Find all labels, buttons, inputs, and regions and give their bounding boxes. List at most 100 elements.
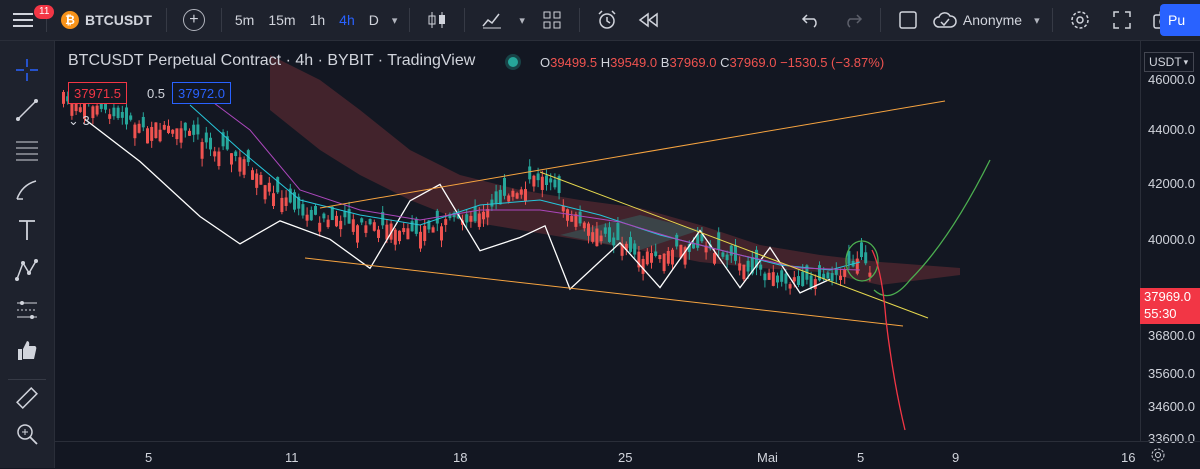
candle-body <box>717 232 721 250</box>
price-chart[interactable] <box>55 41 1140 441</box>
account-chevron-down-icon[interactable]: ▾ <box>1034 14 1040 27</box>
fullscreen-button[interactable] <box>1107 5 1137 35</box>
candle-body <box>280 197 284 213</box>
candle-body <box>540 176 544 190</box>
candle-body <box>343 210 347 218</box>
divider <box>46 8 47 32</box>
candle-body <box>385 224 389 240</box>
candle-body <box>356 225 359 243</box>
candle-body <box>452 212 456 218</box>
symbol-search-button[interactable]: ₿ BTCUSDT <box>53 11 160 29</box>
crosshair-tool[interactable] <box>12 55 42 85</box>
candle-body <box>259 175 263 185</box>
candle-body <box>402 228 406 233</box>
candle-body <box>494 191 498 204</box>
candle-body <box>251 170 254 180</box>
timeframe-1h[interactable]: 1h <box>309 12 326 28</box>
time-label: 16 <box>1121 450 1136 465</box>
candle-body <box>750 257 754 274</box>
price-label: 46000.0 <box>1148 72 1195 87</box>
candles-style-button[interactable] <box>422 5 452 35</box>
price-axis[interactable]: 46000.0 44000.0 42000.0 40000.0 36800.0 … <box>1140 41 1200 446</box>
timeframe-d[interactable]: D <box>368 12 379 28</box>
ohlc-values: O39499.5 H39549.0 B37969.0 C37969.0 −153… <box>540 55 884 70</box>
text-icon <box>19 220 35 240</box>
timeframe-15m[interactable]: 15m <box>268 12 296 28</box>
templates-button[interactable] <box>537 5 567 35</box>
prediction-tool[interactable] <box>12 295 42 325</box>
candle-body <box>595 228 599 247</box>
candle-body <box>137 123 141 133</box>
replay-button[interactable] <box>634 5 664 35</box>
candle-body <box>612 237 616 246</box>
indicators-toggle[interactable]: ⌄ 3 <box>68 113 90 129</box>
candle-body <box>759 264 763 270</box>
forecast-up-curve <box>873 159 991 297</box>
candle-body <box>209 137 212 150</box>
pattern-icon <box>15 259 38 281</box>
chevron-down-icon: ▾ <box>1183 56 1189 67</box>
candle-body <box>729 245 733 256</box>
current-price: 37969.0 <box>1144 289 1191 304</box>
chart-legend-title[interactable]: BTCUSDT Perpetual Contract · 4h · BYBIT … <box>68 52 476 69</box>
save-layout-button[interactable]: Anonyme ▾ <box>933 11 1046 29</box>
candle-body <box>780 270 784 282</box>
main-menu-button[interactable]: 11 <box>6 3 55 37</box>
candle-body <box>792 277 796 282</box>
candle-body <box>624 243 628 250</box>
low-value: 37969.0 <box>669 55 717 70</box>
candle-body <box>818 265 821 281</box>
settings-button[interactable] <box>1065 5 1095 35</box>
pattern-tool[interactable] <box>12 255 42 285</box>
publish-button[interactable]: Pu <box>1160 4 1200 36</box>
candle-body <box>713 253 716 264</box>
candle-body <box>238 157 242 172</box>
time-label: 18 <box>453 450 468 465</box>
price-label: 33600.0 <box>1148 431 1195 446</box>
candle-body <box>192 124 196 135</box>
trendline-tool[interactable] <box>12 95 42 125</box>
candle-body <box>582 222 586 229</box>
price-label: 40000.0 <box>1148 232 1195 247</box>
candle-body <box>553 179 557 188</box>
forecast-down-curve <box>871 249 906 431</box>
currency-selector[interactable]: USDT ▾ <box>1144 52 1194 72</box>
measure-tool[interactable] <box>12 383 42 413</box>
timeframe-chevron-down-icon[interactable]: ▾ <box>391 14 398 27</box>
sell-button[interactable]: 37971.5 <box>68 82 127 104</box>
compare-add-icon[interactable]: + <box>182 9 205 31</box>
time-axis[interactable]: 5 11 18 25 Mai 5 9 16 <box>55 441 1200 469</box>
divider <box>464 8 466 32</box>
redo-button[interactable] <box>838 5 868 35</box>
top-toolbar: 11 ₿ BTCUSDT + 5m 15m 1h 4h D ▾ ▾ Anonym… <box>0 0 1200 41</box>
timeframe-4h[interactable]: 4h <box>339 12 355 28</box>
axis-settings-button[interactable] <box>1150 447 1166 468</box>
candle-body <box>108 114 112 119</box>
candle-body <box>666 250 670 264</box>
buy-button[interactable]: 37972.0 <box>172 82 231 104</box>
candle-body <box>288 188 292 203</box>
fib-tool[interactable] <box>12 135 42 165</box>
drawing-toolbar <box>0 41 55 468</box>
candle-body <box>784 273 788 284</box>
ruler-icon <box>16 387 38 409</box>
undo-button[interactable] <box>796 5 826 35</box>
candle-body <box>545 175 548 185</box>
indicators-chevron-down-icon[interactable]: ▾ <box>519 14 525 27</box>
indicators-button[interactable] <box>477 5 507 35</box>
candle-body <box>519 189 523 195</box>
brush-tool[interactable] <box>12 175 42 205</box>
spread-value: 0.5 <box>146 85 166 101</box>
favorites-tool[interactable] <box>12 335 42 365</box>
candle-body <box>616 223 620 241</box>
candle-body <box>158 129 162 142</box>
text-tool[interactable] <box>12 215 42 245</box>
zoom-tool[interactable] <box>12 419 42 449</box>
divider <box>409 8 411 32</box>
candle-body <box>603 227 607 234</box>
alert-button[interactable] <box>592 5 622 35</box>
timeframe-5m[interactable]: 5m <box>234 12 255 28</box>
price-label: 36800.0 <box>1148 328 1195 343</box>
candle-body <box>591 232 595 242</box>
layout-button[interactable] <box>893 5 923 35</box>
